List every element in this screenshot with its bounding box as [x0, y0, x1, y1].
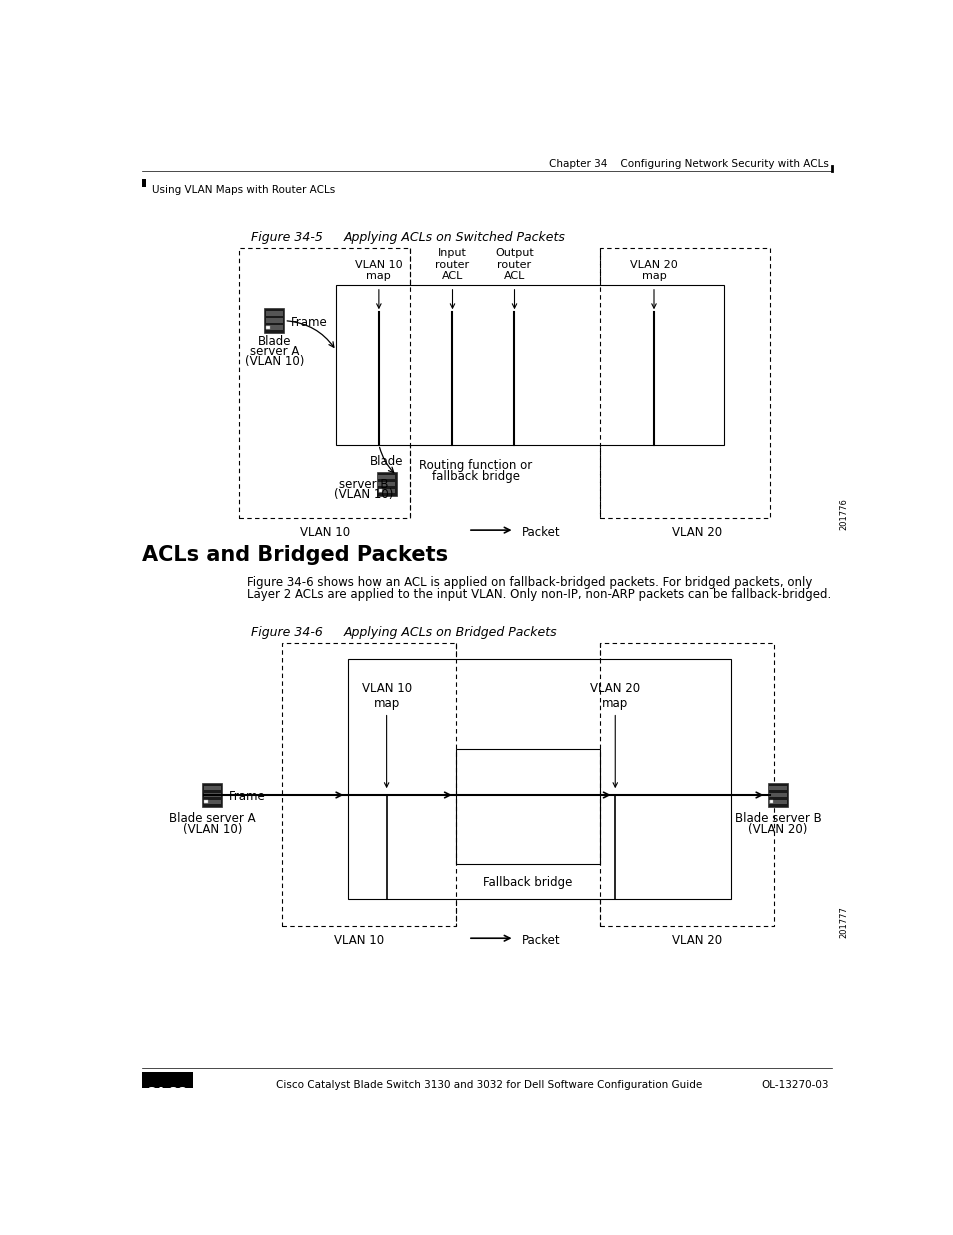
Text: VLAN 10
map: VLAN 10 map — [355, 259, 402, 282]
Bar — [769, 785, 785, 790]
Bar — [377, 474, 395, 479]
Bar — [142, 179, 146, 186]
Bar — [376, 472, 396, 496]
Text: 201777: 201777 — [839, 906, 847, 939]
Bar — [282, 643, 456, 926]
Text: VLAN 20
map: VLAN 20 map — [630, 259, 678, 282]
Bar — [599, 248, 769, 517]
Bar — [142, 1072, 193, 1088]
Bar — [769, 800, 773, 804]
Text: server B: server B — [338, 478, 388, 490]
Text: Chapter 34    Configuring Network Security with ACLs: Chapter 34 Configuring Network Security … — [549, 159, 828, 169]
Text: VLAN 10
map: VLAN 10 map — [361, 682, 412, 710]
Bar — [266, 311, 282, 316]
Text: Blade server A: Blade server A — [169, 811, 255, 825]
Bar — [335, 285, 723, 445]
Text: OL-13270-03: OL-13270-03 — [760, 1079, 828, 1091]
Text: Packet: Packet — [521, 526, 560, 538]
Bar — [456, 748, 599, 864]
Text: Frame: Frame — [229, 790, 266, 804]
Text: (VLAN 20): (VLAN 20) — [747, 823, 807, 836]
Bar — [204, 800, 208, 804]
Text: Routing function or: Routing function or — [418, 458, 532, 472]
Text: Layer 2 ACLs are applied to the input VLAN. Only non-IP, non-ARP packets can be : Layer 2 ACLs are applied to the input VL… — [247, 588, 830, 601]
FancyArrowPatch shape — [379, 447, 394, 473]
Bar — [769, 799, 785, 804]
Text: server A: server A — [250, 346, 298, 358]
Text: Packet: Packet — [521, 934, 560, 946]
Text: Applying ACLs on Bridged Packets: Applying ACLs on Bridged Packets — [344, 626, 558, 638]
FancyArrowPatch shape — [287, 321, 334, 347]
Bar — [266, 325, 282, 330]
Bar — [204, 799, 220, 804]
Bar — [266, 319, 282, 324]
Bar — [239, 248, 410, 517]
Bar — [769, 793, 785, 798]
Bar — [204, 793, 220, 798]
Bar — [202, 783, 222, 808]
Text: (VLAN 10): (VLAN 10) — [182, 823, 242, 836]
Text: (VLAN 10): (VLAN 10) — [334, 488, 393, 500]
Text: Output
router
ACL: Output router ACL — [495, 248, 534, 282]
Bar — [599, 643, 773, 926]
Text: VLAN 20
map: VLAN 20 map — [590, 682, 639, 710]
Bar — [378, 489, 381, 493]
Text: VLAN 10: VLAN 10 — [335, 934, 384, 946]
Text: Fallback bridge: Fallback bridge — [482, 876, 572, 889]
Text: Blade: Blade — [370, 454, 403, 468]
Text: Figure 34-6 shows how an ACL is applied on fallback-bridged packets. For bridged: Figure 34-6 shows how an ACL is applied … — [247, 576, 812, 589]
Text: 34-38: 34-38 — [148, 1086, 187, 1099]
Text: Figure 34-6: Figure 34-6 — [251, 626, 322, 638]
Text: (VLAN 10): (VLAN 10) — [244, 356, 304, 368]
Text: Blade: Blade — [257, 336, 291, 348]
Bar — [264, 309, 284, 333]
Text: VLAN 20: VLAN 20 — [671, 934, 720, 946]
Text: Using VLAN Maps with Router ACLs: Using VLAN Maps with Router ACLs — [152, 185, 335, 195]
Text: Applying ACLs on Switched Packets: Applying ACLs on Switched Packets — [344, 231, 565, 245]
Text: ACLs and Bridged Packets: ACLs and Bridged Packets — [142, 545, 448, 564]
Text: Figure 34-5: Figure 34-5 — [251, 231, 322, 245]
Bar — [266, 326, 270, 330]
Text: VLAN 20: VLAN 20 — [671, 526, 720, 538]
Bar — [348, 658, 731, 899]
Bar — [377, 489, 395, 493]
Text: Input
router
ACL: Input router ACL — [435, 248, 469, 282]
Bar — [204, 785, 220, 790]
Text: 201776: 201776 — [839, 498, 847, 530]
Text: Blade server B: Blade server B — [734, 811, 821, 825]
Bar — [377, 482, 395, 487]
Text: Cisco Catalyst Blade Switch 3130 and 3032 for Dell Software Configuration Guide: Cisco Catalyst Blade Switch 3130 and 303… — [275, 1079, 701, 1091]
Text: VLAN 10: VLAN 10 — [299, 526, 350, 538]
Bar — [767, 783, 787, 808]
Text: Frame: Frame — [291, 316, 328, 329]
Text: fallback bridge: fallback bridge — [432, 471, 519, 483]
